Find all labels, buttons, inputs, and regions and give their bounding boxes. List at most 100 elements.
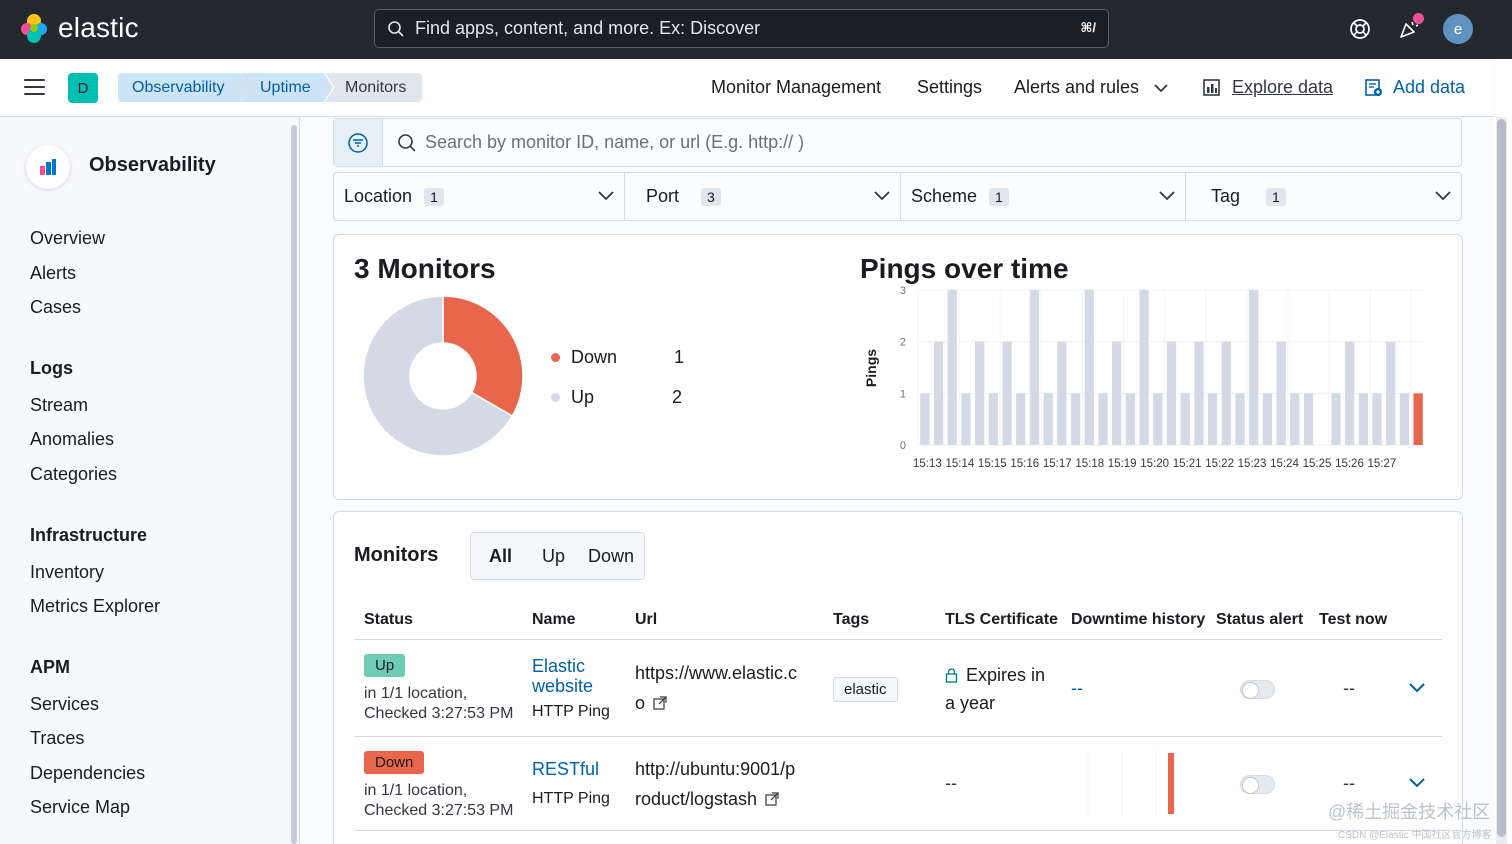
ping-bar-up[interactable] [1070, 393, 1081, 445]
monitor-name-link-cont[interactable]: website [532, 676, 594, 696]
ping-bar-up[interactable] [1166, 341, 1177, 445]
ping-bar-up[interactable] [988, 393, 999, 445]
filter-tag[interactable]: Tag 1 [1211, 173, 1461, 220]
sidebar-scrollbar[interactable] [291, 125, 297, 844]
ping-bar-up[interactable] [1016, 393, 1026, 445]
add-data-label: Add data [1393, 77, 1466, 97]
monitor-search-bar[interactable] [333, 118, 1462, 167]
ping-bar-up[interactable] [1221, 341, 1231, 445]
ping-bar-up[interactable] [1276, 341, 1286, 445]
expand-row-icon[interactable] [1408, 682, 1426, 694]
monitor-tag[interactable]: elastic [833, 677, 898, 702]
ping-bar-up[interactable] [1331, 393, 1341, 445]
sidebar-item-alerts[interactable]: Alerts [30, 263, 77, 283]
ping-bar-up[interactable] [1029, 290, 1040, 445]
ping-bar-up[interactable] [1303, 393, 1314, 445]
sidebar-item-traces[interactable]: Traces [30, 728, 85, 748]
status-alert-toggle[interactable] [1240, 680, 1275, 699]
ping-bar-up[interactable] [975, 341, 985, 445]
ping-bar-up[interactable] [1057, 341, 1067, 445]
sidebar-item-overview[interactable]: Overview [30, 228, 106, 248]
status-donut-chart [362, 295, 524, 457]
column-header-name[interactable]: Name [532, 611, 576, 628]
ping-bar-up[interactable] [1235, 393, 1245, 445]
ping-bar-up[interactable] [1180, 393, 1190, 445]
ping-bar-up[interactable] [1207, 393, 1218, 445]
monitor-url-link-cont[interactable]: o [635, 688, 667, 718]
help-icon [1350, 19, 1370, 39]
external-link-icon [765, 792, 779, 806]
filter-options-button[interactable] [334, 119, 383, 166]
ping-bar-up[interactable] [933, 341, 944, 445]
news-feed-button[interactable] [1394, 14, 1424, 44]
ping-bar-up[interactable] [947, 290, 957, 445]
ping-bar-up[interactable] [1290, 393, 1300, 445]
ping-bar-up[interactable] [1194, 341, 1204, 445]
monitor-name-link[interactable]: Elastic [532, 656, 586, 676]
sidebar-item-services[interactable]: Services [30, 694, 100, 714]
monitor-search-input[interactable] [425, 132, 1425, 153]
ping-bar-up[interactable] [1112, 341, 1122, 445]
ping-bar-up[interactable] [920, 393, 930, 445]
monitor-url-link[interactable]: http://ubuntu:9001/p [635, 759, 796, 779]
expand-row-icon[interactable] [1408, 777, 1426, 789]
ping-bar-up[interactable] [1098, 393, 1108, 445]
ping-bar-up[interactable] [1372, 393, 1382, 445]
space-selector[interactable]: D [68, 73, 98, 103]
explore-data-label: Explore data [1232, 77, 1334, 97]
ping-bar-up[interactable] [1386, 341, 1396, 445]
ping-bar-up[interactable] [1153, 393, 1163, 445]
filter-port[interactable]: Port 3 [646, 173, 900, 220]
monitor-url-link[interactable]: https://www.elastic.c [635, 663, 798, 683]
sidebar-item-metrics-explorer[interactable]: Metrics Explorer [30, 596, 161, 616]
ping-bar-up[interactable] [1043, 393, 1053, 445]
ping-bar-up[interactable] [1262, 393, 1273, 445]
add-data-link[interactable]: Add data [1364, 77, 1465, 98]
elastic-logo[interactable]: elastic [18, 12, 139, 44]
status-filter-up[interactable]: Up [542, 546, 566, 566]
ping-bar-up[interactable] [1139, 290, 1149, 445]
sidebar-item-anomalies[interactable]: Anomalies [30, 429, 115, 449]
monitor-name-link[interactable]: RESTful [532, 759, 600, 779]
global-search[interactable]: ⌘/ [374, 9, 1109, 48]
breadcrumb-observability[interactable]: Observability [118, 73, 250, 102]
ping-bar-up[interactable] [1358, 393, 1368, 445]
ping-bar-up[interactable] [961, 393, 971, 445]
ping-bar-up[interactable] [1249, 290, 1259, 445]
user-avatar[interactable]: e [1443, 14, 1473, 44]
settings-link[interactable]: Settings [917, 77, 983, 97]
ping-bar-up[interactable] [1399, 393, 1410, 445]
sidebar-item-inventory[interactable]: Inventory [30, 562, 105, 582]
sidebar-item-stream[interactable]: Stream [30, 395, 89, 415]
sidebar-item-dependencies[interactable]: Dependencies [30, 763, 146, 783]
sidebar-item-service-map[interactable]: Service Map [30, 797, 131, 817]
page-scrollbar[interactable] [1496, 117, 1507, 844]
monitor-url-link-cont[interactable]: roduct/logstash [635, 784, 779, 814]
sidebar-item-categories[interactable]: Categories [30, 464, 118, 484]
alerts-and-rules-menu[interactable]: Alerts and rules [1014, 77, 1168, 98]
x-tick-label: 15:24 [1270, 458, 1299, 470]
ping-bar-up[interactable] [1002, 341, 1012, 445]
status-filter-down[interactable]: Down [588, 546, 635, 566]
search-icon [398, 133, 416, 152]
menu-toggle-button[interactable] [24, 79, 45, 96]
status-filter-all[interactable]: All [489, 546, 513, 566]
breadcrumb-uptime[interactable]: Uptime [240, 73, 333, 102]
column-header-url[interactable]: Url [635, 611, 658, 628]
monitor-management-link[interactable]: Monitor Management [711, 77, 882, 97]
legend-down-value: 1 [674, 347, 685, 367]
filter-icon [348, 132, 368, 153]
y-tick-label: 1 [900, 388, 906, 400]
sidebar-item-cases[interactable]: Cases [30, 297, 82, 317]
filter-location[interactable]: Location 1 [344, 173, 624, 220]
global-search-input[interactable] [415, 18, 1055, 39]
ping-bar-up[interactable] [1344, 341, 1355, 445]
ping-bar-up[interactable] [1125, 393, 1136, 445]
column-header-status[interactable]: Status [364, 611, 413, 628]
filter-scheme[interactable]: Scheme 1 [911, 173, 1185, 220]
status-alert-toggle[interactable] [1240, 775, 1275, 794]
ping-bar-down[interactable] [1413, 393, 1423, 445]
explore-data-link[interactable]: Explore data [1202, 77, 1333, 98]
ping-bar-up[interactable] [1084, 290, 1094, 445]
help-button[interactable] [1345, 14, 1375, 44]
